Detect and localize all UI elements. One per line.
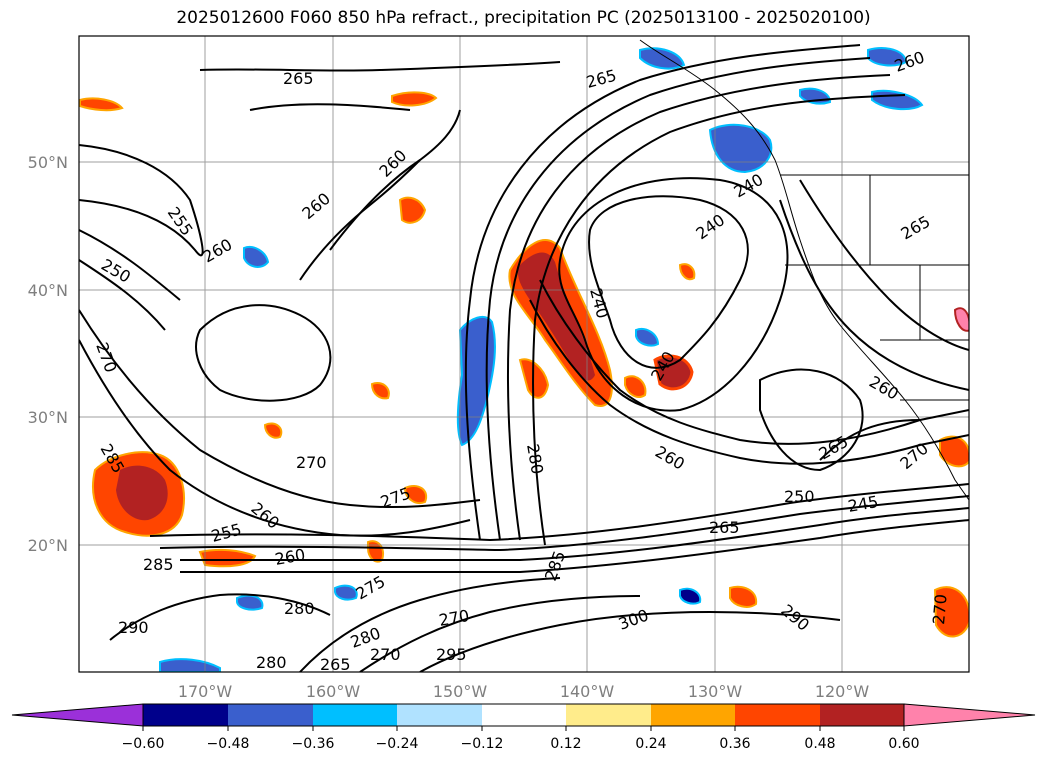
colorbar-tick-label: −0.60 (122, 736, 165, 752)
positive-anomaly-patch (398, 196, 427, 224)
colorbar-segment (482, 704, 566, 726)
negative-anomaly-patch (635, 328, 660, 347)
positive-anomaly-patch (953, 307, 969, 332)
negative-anomaly-patch (708, 123, 773, 174)
contour-label: 250 (784, 487, 815, 506)
positive-anomaly-patch (933, 586, 969, 638)
contour-label: 285 (143, 555, 174, 574)
contour-label: 295 (436, 645, 467, 664)
colorbar-segment (820, 704, 904, 726)
contour-label: 265 (283, 69, 314, 88)
colorbar-tick-label: −0.12 (461, 736, 504, 752)
figure-title: 2025012600 F060 850 hPa refract., precip… (176, 8, 871, 28)
colorbar-low-extension (11, 703, 144, 727)
colorbar-ticks (142, 726, 905, 731)
coastline (639, 39, 969, 501)
colorbar-segment (566, 704, 651, 726)
negative-anomaly-patch (236, 594, 264, 611)
lon-label: 150°W (433, 682, 488, 701)
contour-label: 270 (370, 645, 401, 664)
positive-anomaly-patch (403, 484, 428, 504)
colorbar-segment (651, 704, 735, 726)
contour-label: 265 (320, 655, 351, 674)
lon-label: 170°W (178, 682, 233, 701)
colorbar-segment (143, 704, 228, 726)
contour-label: 270 (296, 453, 327, 472)
lat-label: 20°N (28, 536, 68, 555)
lon-label: 160°W (306, 682, 361, 701)
map-frame (78, 35, 970, 673)
map-plot-area: 265 265 260 260 260 255 250 260 270 240 … (79, 36, 969, 674)
colorbar-tick-label: 0.36 (719, 736, 750, 752)
longitude-labels: 170°W 160°W 150°W 140°W 130°W 120°W (178, 682, 870, 701)
contour-label: 280 (256, 653, 287, 672)
lon-label: 140°W (560, 682, 615, 701)
colorbar-tick-label: −0.48 (207, 736, 250, 752)
positive-anomaly-patch (624, 375, 647, 398)
positive-anomaly-patch (198, 548, 257, 568)
contour-label: 265 (709, 518, 740, 537)
contour-label: 270 (929, 593, 951, 625)
lon-label: 120°W (815, 682, 870, 701)
lat-label: 50°N (28, 153, 68, 172)
colorbar-segment (313, 704, 397, 726)
negative-anomaly-patch (679, 587, 702, 605)
negative-anomaly-patch (243, 246, 270, 268)
colorbar-tick-label: 0.12 (550, 736, 581, 752)
colorbar-tick-label: 0.60 (888, 736, 919, 752)
lat-label: 40°N (28, 281, 68, 300)
positive-anomaly-patch (678, 263, 696, 281)
positive-anomaly-patch (518, 252, 595, 381)
negative-anomaly-patch (334, 584, 358, 601)
refractivity-contours (79, 44, 969, 672)
latitude-labels: 50°N 40°N 30°N 20°N (28, 153, 68, 555)
colorbar-segment (228, 704, 313, 726)
colorbar-segment (735, 704, 820, 726)
positive-anomaly-patch (370, 382, 390, 400)
negative-anomaly-patch (639, 47, 686, 70)
positive-anomaly-patch (79, 97, 124, 112)
negative-anomaly-patch (867, 47, 908, 67)
colorbar-segment (397, 704, 482, 726)
contour-label: 290 (118, 618, 149, 637)
positive-anomaly-patch (263, 422, 283, 439)
contour-label: 280 (284, 599, 315, 618)
lat-label: 30°N (28, 408, 68, 427)
colorbar-high-extension (903, 703, 1036, 727)
positive-anomaly-patch (653, 354, 694, 391)
positive-anomaly-patch (729, 585, 758, 608)
positive-anomaly-patch (391, 91, 438, 107)
colorbar-tick-label: 0.24 (635, 736, 666, 752)
colorbar-tick-label: −0.24 (376, 736, 419, 752)
colorbar: −0.60 −0.48 −0.36 −0.24 −0.12 0.12 0.24 … (11, 703, 1036, 752)
colorbar-tick-label: −0.36 (292, 736, 335, 752)
lon-label: 130°W (688, 682, 743, 701)
colorbar-tick-label: 0.48 (804, 736, 835, 752)
positive-anomaly-patch (116, 465, 168, 521)
